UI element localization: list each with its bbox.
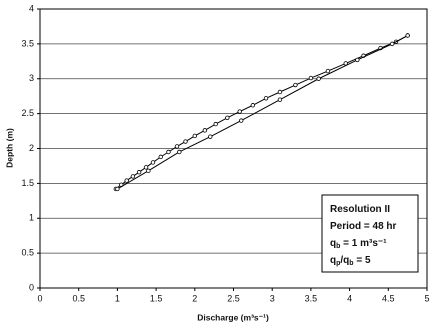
annotation-text: Period = 48 hr [330, 221, 397, 232]
x-tick-label: 4 [347, 293, 352, 303]
marker [239, 118, 244, 123]
line [115, 35, 408, 190]
annotation-text: q [330, 238, 336, 249]
annotation-text: = 5 [354, 255, 371, 266]
x-tick-label: 2 [192, 293, 197, 303]
annotation-text: q [330, 255, 336, 266]
x-tick-label: 3.5 [305, 293, 318, 303]
annotation-box [321, 194, 419, 273]
marker [183, 139, 188, 144]
x-tick-label: 3 [270, 293, 275, 303]
y-axis-title: Depth (m) [4, 128, 14, 168]
x-tick-label: 4.5 [382, 293, 395, 303]
marker [202, 128, 208, 133]
marker [174, 144, 180, 149]
marker [316, 76, 321, 81]
marker [308, 75, 314, 81]
x-tick-label: 0.5 [72, 293, 85, 303]
y-tick-label: 4 [29, 3, 34, 13]
annotation-subscript: b [349, 260, 353, 267]
x-tick-label: 5 [424, 293, 429, 303]
marker [124, 178, 129, 183]
marker [355, 57, 360, 63]
annotation-line: qb​ = 1 m³s⁻¹ [330, 238, 387, 250]
y-tick-label: 2 [29, 143, 34, 153]
annotation-subscript: p [336, 260, 340, 267]
marker [237, 109, 242, 114]
marker [250, 103, 256, 108]
y-tick-label: 1.5 [21, 178, 34, 188]
marker [130, 174, 136, 179]
annotation-text: Resolution II [330, 204, 390, 215]
y-tick-label: 2.5 [21, 108, 34, 118]
marker [213, 121, 218, 127]
marker [150, 160, 156, 165]
x-tick-label: 1 [115, 293, 120, 303]
marker [293, 82, 298, 88]
marker [277, 97, 283, 102]
marker [158, 154, 163, 160]
line [117, 35, 408, 190]
plot-frame [39, 8, 428, 289]
annotation-line: Period = 48 hr [330, 221, 397, 232]
marker [136, 170, 142, 175]
marker [146, 168, 151, 174]
marker [115, 186, 120, 192]
annotation-line: qp​/qb​ = 5 [330, 255, 371, 267]
x-axis-title: Discharge (m³s⁻¹) [197, 312, 269, 322]
x-tick-label: 2.5 [227, 293, 240, 303]
x-tick-label: 0 [37, 293, 42, 303]
annotation-subscript: b [336, 243, 340, 250]
marker [325, 68, 331, 74]
y-tick-label: 0.5 [21, 248, 34, 258]
marker [389, 41, 395, 47]
marker [263, 96, 269, 101]
marker [405, 33, 410, 38]
marker [277, 89, 283, 95]
y-tick-label: 3 [29, 73, 34, 83]
marker [192, 133, 197, 139]
marker [177, 149, 182, 155]
x-tick-label: 1.5 [150, 293, 163, 303]
marker [208, 134, 213, 139]
marker [225, 115, 230, 121]
annotation-text: = 1 m³s⁻¹ [340, 238, 387, 249]
marker [143, 165, 149, 170]
annotation-line: Resolution II [330, 204, 390, 215]
y-tick-label: 3.5 [21, 38, 34, 48]
annotation-text: /q [340, 255, 349, 266]
y-tick-label: 0 [29, 282, 34, 292]
y-tick-label: 1 [29, 213, 34, 223]
marker [166, 149, 171, 155]
